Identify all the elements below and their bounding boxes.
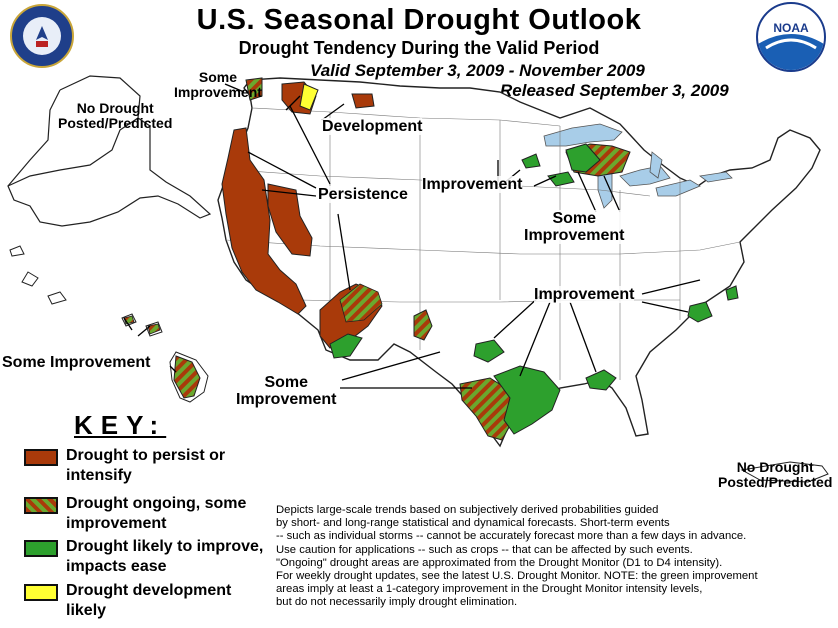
label-some-improvement-great-lakes: Some Improvement: [524, 210, 625, 244]
valid-period: Valid September 3, 2009 - November 2009: [310, 61, 645, 80]
key-swatch-persist: [24, 449, 58, 466]
alaska-outline: [7, 117, 212, 227]
drought-improve-texas: [493, 365, 561, 435]
noaa-logo: NOAA: [756, 2, 826, 72]
key-title: KEY:: [74, 410, 167, 440]
drought-improve-minnesota: [521, 153, 541, 169]
drought-ongoing-hawaii: [173, 355, 201, 399]
label-no-drought-puerto-rico: No Drought Posted/Predicted: [718, 459, 833, 490]
key-item-development: Drought development likely: [24, 581, 266, 621]
key-label-persist: Drought to persist or intensify: [66, 447, 226, 484]
label-some-improvement-nw: Some Improvement: [174, 69, 262, 100]
key-swatch-development: [24, 584, 58, 601]
drought-persist-west-coast: [221, 127, 307, 315]
drought-improve-wisconsin: [547, 171, 575, 187]
drought-improve-southeast: [687, 301, 713, 323]
label-improvement-south: Improvement: [534, 286, 635, 303]
drought-improve-carolina: [725, 285, 739, 301]
label-some-improvement-southwest: Some Improvement: [236, 374, 337, 408]
drought-development-idaho: [299, 83, 319, 111]
key-swatch-ongoing: [24, 497, 58, 514]
key-label-improve: Drought likely to improve, impacts ease: [66, 538, 264, 575]
drought-improve-texas-central: [473, 339, 505, 363]
label-improvement-north: Improvement: [422, 176, 523, 193]
drought-ongoing-new-mexico: [413, 309, 433, 341]
release-date: Released September 3, 2009: [500, 81, 729, 100]
label-no-drought-alaska: No Drought Posted/Predicted: [58, 100, 173, 131]
drought-ongoing-texas: [459, 377, 515, 441]
description-text: Depicts large-scale trends based on subj…: [276, 504, 758, 609]
commerce-seal-logo: [10, 4, 74, 68]
noaa-logo-text: NOAA: [773, 21, 809, 35]
key-item-persist: Drought to persist or intensify: [24, 446, 266, 486]
drought-improve-great-lakes: [565, 143, 601, 173]
drought-improve-gulf: [585, 369, 617, 391]
map-subtitle: Drought Tendency During the Valid Period: [238, 38, 600, 58]
label-persistence: Persistence: [318, 186, 408, 203]
key-label-development: Drought development likely: [66, 582, 232, 619]
key-swatch-improve: [24, 540, 58, 557]
label-some-improvement-hawaii: Some Improvement: [2, 354, 151, 371]
drought-persist-montana: [351, 93, 375, 109]
map-title: U.S. Seasonal Drought Outlook: [196, 4, 642, 36]
label-development: Development: [322, 118, 423, 135]
key-label-ongoing: Drought ongoing, some improvement: [66, 495, 247, 532]
key-item-improve: Drought likely to improve, impacts ease: [24, 537, 266, 577]
drought-ongoing-washington: [245, 77, 263, 101]
puerto-rico-outline: [740, 461, 829, 483]
great-lakes: [543, 123, 623, 147]
drought-ongoing-arizona: [339, 283, 383, 323]
key-item-ongoing: Drought ongoing, some improvement: [24, 494, 266, 534]
drought-persist-nevada: [267, 183, 313, 257]
drought-improve-arizona: [329, 333, 363, 359]
